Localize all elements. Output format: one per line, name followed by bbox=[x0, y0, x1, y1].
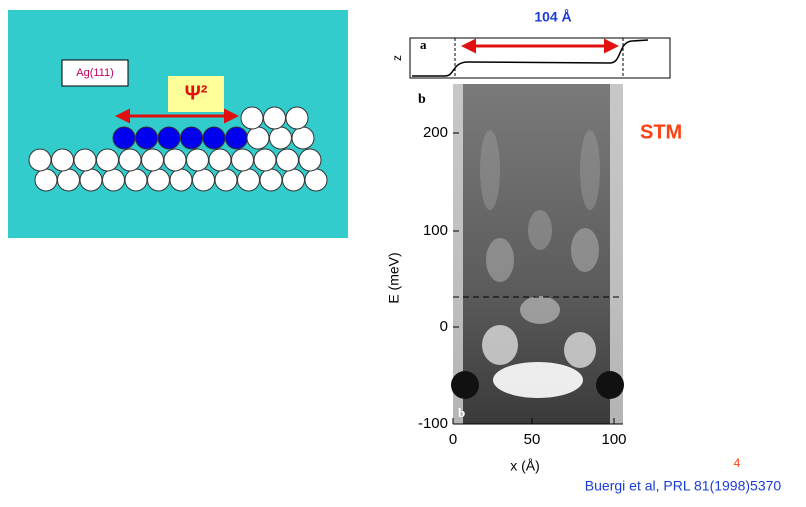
y-tick-label: 200 bbox=[423, 124, 448, 141]
atom bbox=[181, 127, 203, 149]
atom bbox=[264, 107, 286, 129]
stm-feature bbox=[451, 371, 479, 399]
stm-feature bbox=[493, 362, 583, 398]
stm-feature bbox=[486, 238, 514, 282]
atom bbox=[58, 169, 80, 191]
atom bbox=[97, 149, 119, 171]
atom bbox=[193, 169, 215, 191]
atom bbox=[247, 127, 269, 149]
y-tick-label: 100 bbox=[423, 222, 448, 239]
stm-feature bbox=[480, 130, 500, 210]
atom bbox=[119, 149, 141, 171]
atom bbox=[270, 127, 292, 149]
stm-feature bbox=[564, 332, 596, 368]
atom bbox=[52, 149, 74, 171]
atom bbox=[113, 127, 135, 149]
stm-feature bbox=[580, 130, 600, 210]
atom bbox=[226, 127, 248, 149]
atom bbox=[74, 149, 96, 171]
x-tick-label: 100 bbox=[601, 431, 626, 448]
stm-feature bbox=[482, 325, 518, 365]
x-axis-label: x (Å) bbox=[510, 458, 540, 474]
atom bbox=[277, 149, 299, 171]
atom bbox=[260, 169, 282, 191]
atom bbox=[80, 169, 102, 191]
atom bbox=[125, 169, 147, 191]
atom bbox=[286, 107, 308, 129]
atom bbox=[254, 149, 276, 171]
panel-a-frame bbox=[410, 38, 670, 78]
atom bbox=[35, 169, 57, 191]
stm-feature bbox=[528, 210, 552, 250]
atom bbox=[209, 149, 231, 171]
atom bbox=[158, 127, 180, 149]
slide: Ag(111) Ψ² 104 Å a z b b E (meV) x (Å) 2… bbox=[0, 0, 806, 502]
panel-b-label: b bbox=[418, 92, 426, 107]
y-tick-label: -100 bbox=[418, 415, 448, 432]
atom bbox=[203, 127, 225, 149]
atom bbox=[292, 127, 314, 149]
atom bbox=[299, 149, 321, 171]
stm-feature bbox=[596, 371, 624, 399]
atom bbox=[215, 169, 237, 191]
stm-feature bbox=[571, 228, 599, 272]
y-axis-label: E (meV) bbox=[386, 252, 402, 303]
atom bbox=[103, 169, 125, 191]
atom bbox=[142, 149, 164, 171]
atom bbox=[164, 149, 186, 171]
atom bbox=[148, 169, 170, 191]
slide-canvas: Ag(111) Ψ² 104 Å a z b b E (meV) x (Å) 2… bbox=[0, 0, 806, 502]
width-label: 104 Å bbox=[534, 9, 571, 25]
substrate-label: Ag(111) bbox=[76, 67, 114, 79]
atom bbox=[136, 127, 158, 149]
psi-label: Ψ² bbox=[185, 82, 208, 104]
z-label: z bbox=[390, 55, 404, 61]
x-tick-label: 50 bbox=[524, 431, 541, 448]
y-tick-label: 0 bbox=[440, 318, 448, 335]
atom bbox=[29, 149, 51, 171]
method-label: STM bbox=[640, 121, 682, 143]
panel-a-label: a bbox=[420, 37, 427, 52]
citation: Buergi et al, PRL 81(1998)5370 bbox=[585, 478, 782, 494]
slide-number: 4 bbox=[734, 456, 741, 470]
x-tick-label: 0 bbox=[449, 431, 457, 448]
panel-b-inner-label: b bbox=[458, 405, 465, 420]
atom bbox=[232, 149, 254, 171]
atom bbox=[238, 169, 260, 191]
atom bbox=[241, 107, 263, 129]
atom bbox=[283, 169, 305, 191]
atom bbox=[187, 149, 209, 171]
stm-feature bbox=[520, 296, 560, 324]
atom bbox=[305, 169, 327, 191]
atom bbox=[170, 169, 192, 191]
